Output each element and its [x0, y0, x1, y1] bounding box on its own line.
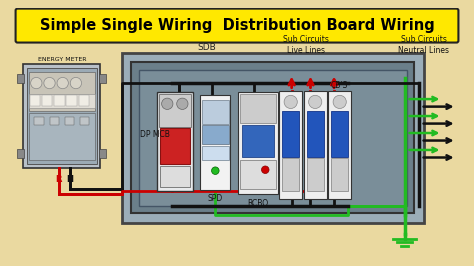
- Bar: [139, 70, 407, 206]
- Bar: [80, 117, 89, 124]
- Circle shape: [162, 98, 173, 109]
- Bar: [30, 95, 40, 106]
- Text: Sub Circuits
Live Lines: Sub Circuits Live Lines: [283, 35, 328, 55]
- Circle shape: [44, 77, 55, 89]
- Bar: [202, 146, 228, 160]
- Bar: [29, 113, 95, 160]
- Bar: [307, 111, 324, 157]
- Circle shape: [211, 167, 219, 174]
- Text: RCBO: RCBO: [247, 199, 268, 208]
- Bar: [307, 159, 324, 192]
- Circle shape: [57, 77, 68, 89]
- Bar: [18, 74, 24, 83]
- Bar: [202, 126, 228, 144]
- Bar: [157, 93, 193, 192]
- Text: ENERGY METER: ENERGY METER: [38, 57, 87, 62]
- Bar: [64, 117, 74, 124]
- Bar: [122, 53, 424, 222]
- Bar: [100, 74, 106, 83]
- Bar: [23, 64, 100, 168]
- Bar: [242, 124, 274, 157]
- Circle shape: [284, 95, 297, 109]
- Bar: [54, 95, 64, 106]
- Circle shape: [70, 77, 82, 89]
- Bar: [240, 160, 275, 189]
- Bar: [35, 117, 44, 124]
- Bar: [27, 68, 97, 164]
- Circle shape: [333, 95, 346, 109]
- Circle shape: [309, 95, 322, 109]
- Bar: [328, 91, 351, 199]
- Text: Simple Single Wiring  Distribution Board Wiring: Simple Single Wiring Distribution Board …: [40, 18, 434, 33]
- Circle shape: [177, 98, 188, 109]
- Bar: [66, 95, 77, 106]
- Bar: [238, 93, 277, 194]
- Bar: [49, 117, 59, 124]
- Bar: [331, 159, 348, 192]
- Bar: [100, 149, 106, 159]
- Bar: [304, 91, 327, 199]
- Bar: [282, 111, 299, 157]
- Bar: [42, 95, 52, 106]
- Text: CB'S: CB'S: [330, 81, 347, 90]
- Bar: [279, 91, 302, 199]
- Bar: [160, 128, 190, 164]
- Bar: [159, 94, 191, 127]
- Bar: [282, 159, 299, 192]
- Bar: [240, 94, 275, 123]
- Bar: [79, 95, 89, 106]
- Bar: [29, 94, 95, 107]
- Bar: [160, 166, 190, 187]
- FancyBboxPatch shape: [16, 9, 458, 43]
- Circle shape: [31, 77, 42, 89]
- Bar: [200, 95, 230, 190]
- Text: Sub Circuits
Neutral Lines: Sub Circuits Neutral Lines: [398, 35, 449, 55]
- Text: R: R: [55, 175, 62, 184]
- Bar: [29, 72, 95, 111]
- Text: N: N: [67, 175, 74, 184]
- Circle shape: [262, 166, 269, 173]
- Text: DP MCB: DP MCB: [140, 130, 170, 139]
- Text: SDB: SDB: [198, 43, 216, 52]
- Bar: [131, 62, 414, 213]
- Bar: [202, 100, 228, 124]
- Bar: [331, 111, 348, 157]
- Bar: [18, 149, 24, 159]
- Text: SPD: SPD: [208, 194, 223, 203]
